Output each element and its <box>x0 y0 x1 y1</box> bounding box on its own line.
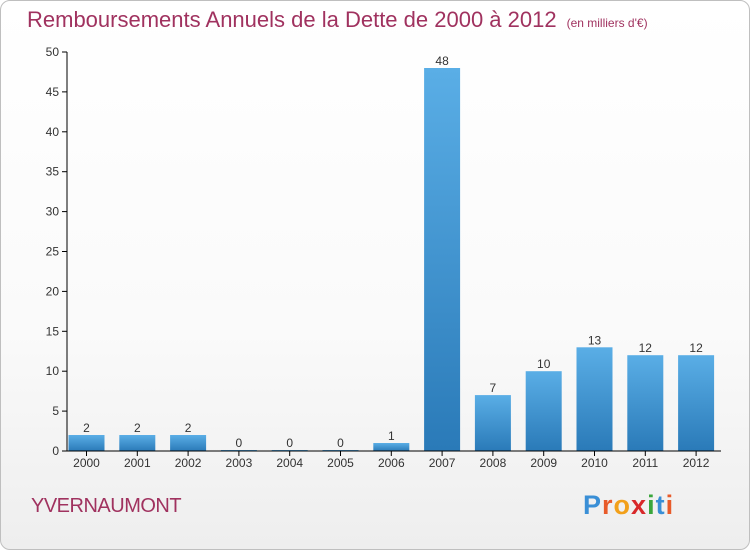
logo-letter: P <box>583 490 603 520</box>
x-tick-label-2009: 2009 <box>530 456 557 470</box>
data-label-2003: 0 <box>236 436 243 450</box>
bar-2002 <box>170 435 207 451</box>
x-tick-label-2008: 2008 <box>480 456 507 470</box>
logo-letter: i <box>665 490 675 520</box>
logo-letter: t <box>655 490 666 520</box>
bar-2011 <box>627 355 664 451</box>
y-tick-label-15: 15 <box>46 324 60 338</box>
logo-letter: o <box>613 490 632 520</box>
x-tick-label-2007: 2007 <box>429 456 456 470</box>
data-label-2002: 2 <box>185 421 192 435</box>
x-tick-label-2005: 2005 <box>327 456 354 470</box>
x-tick-label-2001: 2001 <box>124 456 151 470</box>
proxiti-logo: Proxiti <box>583 490 674 521</box>
bar-2001 <box>119 435 156 451</box>
bar-2007 <box>424 68 461 451</box>
y-tick-label-50: 50 <box>46 45 60 59</box>
data-label-2008: 7 <box>490 381 497 395</box>
data-label-2000: 2 <box>83 421 90 435</box>
x-tick-label-2004: 2004 <box>276 456 303 470</box>
x-tick-label-2012: 2012 <box>683 456 710 470</box>
bar-2012 <box>678 355 715 451</box>
data-label-2005: 0 <box>337 436 344 450</box>
chart-title: Remboursements Annuels de la Dette de 20… <box>27 7 648 33</box>
bar-2009 <box>525 371 562 451</box>
x-tick-label-2006: 2006 <box>378 456 405 470</box>
data-label-2001: 2 <box>134 421 141 435</box>
logo-letter: r <box>602 490 614 520</box>
data-label-2009: 10 <box>537 357 551 371</box>
y-tick-label-40: 40 <box>46 125 60 139</box>
data-label-2004: 0 <box>286 436 293 450</box>
chart-title-main: Remboursements Annuels de la Dette de 20… <box>27 7 557 32</box>
y-tick-label-0: 0 <box>52 444 59 458</box>
x-tick-label-2011: 2011 <box>632 456 658 470</box>
y-tick-label-45: 45 <box>46 85 60 99</box>
y-tick-label-25: 25 <box>46 245 60 259</box>
x-tick-label-2003: 2003 <box>226 456 253 470</box>
data-label-2006: 1 <box>388 429 395 443</box>
x-tick-label-2000: 2000 <box>73 456 100 470</box>
logo-letter: x <box>631 490 648 520</box>
data-label-2012: 12 <box>689 341 703 355</box>
x-tick-label-2010: 2010 <box>581 456 608 470</box>
y-tick-label-5: 5 <box>52 404 59 418</box>
logo-letter: i <box>647 490 656 520</box>
data-label-2010: 13 <box>588 333 602 347</box>
bar-2000 <box>68 435 105 451</box>
commune-name: YVERNAUMONT <box>31 495 182 517</box>
bar-2006 <box>373 443 410 451</box>
data-label-2007: 48 <box>435 54 449 68</box>
y-tick-label-20: 20 <box>46 284 60 298</box>
data-label-2011: 12 <box>639 341 653 355</box>
bar-2010 <box>576 347 613 451</box>
y-tick-label-30: 30 <box>46 205 60 219</box>
y-tick-label-35: 35 <box>46 165 60 179</box>
y-tick-label-10: 10 <box>46 364 60 378</box>
bar-2008 <box>474 395 511 451</box>
chart-title-unit: (en milliers d'€) <box>566 16 648 30</box>
x-tick-label-2002: 2002 <box>175 456 202 470</box>
